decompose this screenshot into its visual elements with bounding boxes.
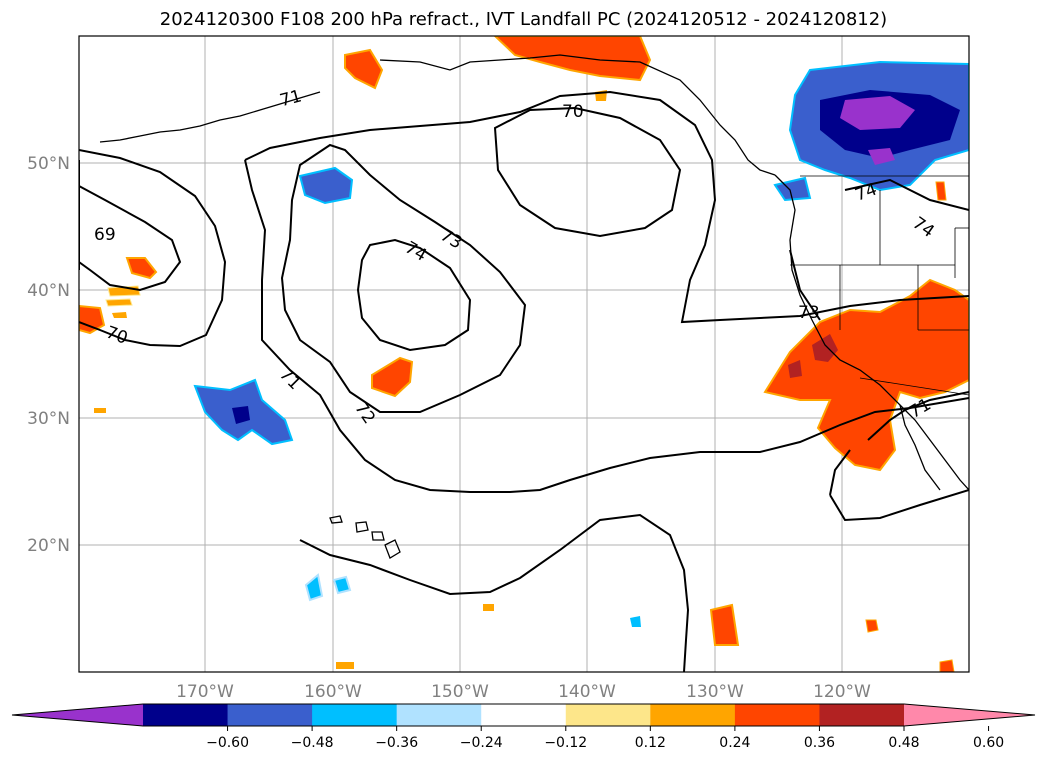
anomaly-negative-pnw-peak2 [868, 148, 895, 165]
contour-lower [299, 513, 690, 672]
lon-axis: 170°W 160°W 150°W 140°W 130°W 120°W [176, 682, 871, 702]
coast-hawaii-4 [384, 539, 401, 559]
coast-alaska [379, 54, 776, 176]
lon-label: 150°W [431, 682, 489, 702]
colorbar-extend-high [904, 704, 1035, 726]
lat-label: 30°N [27, 409, 70, 429]
colorbar-segment [227, 704, 313, 726]
colorbar-tick-label: 0.24 [719, 735, 750, 751]
contour-label: 69 [94, 225, 116, 245]
map-frame [78, 35, 970, 673]
colorbar-segment [143, 704, 229, 726]
colorbar-segment [481, 704, 567, 726]
colorbar-tick-label: 0.60 [973, 735, 1004, 751]
anomaly-negative-pnw-peak [840, 96, 915, 130]
coast-hawaii-1 [329, 515, 343, 524]
colorbar-tick-label: −0.48 [291, 735, 334, 751]
colorbar-tick-label: −0.24 [460, 735, 503, 751]
anomaly-positive-small-c [865, 619, 879, 633]
colorbar-tick-label: 0.36 [804, 735, 835, 751]
lon-label: 170°W [176, 682, 234, 702]
contour-70-center [493, 106, 682, 238]
colorbar-segment [312, 704, 398, 726]
anomaly-positive-small-g [94, 408, 106, 413]
lon-label: 130°W [686, 682, 744, 702]
lat-label: 40°N [27, 281, 70, 301]
anomaly-positive-calif-core [812, 334, 838, 362]
lat-axis: 50°N 40°N 30°N 20°N [27, 154, 70, 556]
colorbar-segment [565, 704, 651, 726]
contour-71-north [79, 90, 969, 324]
anomaly-negative-small-2 [332, 575, 352, 595]
lat-label: 50°N [27, 154, 70, 174]
contour-72 [280, 143, 527, 413]
colorbar-segment [819, 704, 905, 726]
coast-aleutians [99, 91, 321, 143]
anomaly-negative-small-3 [630, 616, 641, 627]
anomaly-negative-165w-core [232, 406, 250, 424]
map-title: 2024120300 F108 200 hPa refract., IVT La… [159, 9, 888, 30]
political-borders [790, 175, 969, 396]
colorbar [11, 703, 1036, 727]
coast-hawaii-3 [371, 531, 385, 541]
contour-70-west [79, 149, 227, 348]
anomaly-positive-small-e [336, 662, 354, 669]
anomaly-positive-west-2 [125, 257, 158, 280]
colorbar-ticks: −0.60 −0.48 −0.36 −0.24 −0.12 0.12 0.24 0.36 0.4… [206, 726, 1004, 751]
colorbar-segment [396, 704, 482, 726]
lat-label: 20°N [27, 536, 70, 556]
colorbar-outline [11, 703, 1036, 727]
contour-label: 70 [562, 102, 584, 122]
coast-hawaii-2 [355, 521, 369, 533]
anomaly-positive-gulf-alaska [493, 36, 652, 82]
lon-label: 120°W [813, 682, 871, 702]
colorbar-tick-label: 0.12 [635, 735, 666, 751]
contour-71-west [244, 159, 969, 493]
coastlines [99, 54, 969, 559]
lon-label: 160°W [304, 682, 362, 702]
coast-baja [899, 404, 941, 491]
anomaly-positive-small-b [709, 603, 740, 646]
anomaly-positive-calif-core2 [788, 360, 802, 378]
contour-74 [844, 178, 969, 441]
contour-73 [356, 238, 472, 352]
anomaly-positive-aleutian [344, 48, 384, 90]
anomaly-negative-160w [298, 166, 354, 205]
anomaly-positive-small-f [939, 659, 955, 672]
anomaly-positive-small-h [483, 604, 494, 611]
colorbar-segment [650, 704, 736, 726]
colorbar-tick-label: −0.60 [206, 735, 249, 751]
colorbar-tick-label: 0.48 [888, 735, 919, 751]
refractivity-contours [79, 90, 969, 672]
colorbar-tick-label: −0.12 [544, 735, 587, 751]
colorbar-extend-low [12, 704, 143, 726]
lon-label: 140°W [558, 682, 616, 702]
contour-73-east [789, 249, 821, 321]
anomaly-positive-west-5 [112, 312, 127, 318]
coast-bc-wa-or-ca [774, 174, 969, 491]
anomaly-positive-hawaii-n [371, 356, 414, 398]
anomaly-negative-small-1 [304, 573, 324, 602]
contour-label: 73 [798, 303, 820, 323]
contour-south-east [829, 449, 969, 522]
anomaly-positive-small-d [935, 181, 947, 201]
anomaly-positive-west-4 [105, 298, 133, 307]
colorbar-segment [734, 704, 820, 726]
contour-69 [79, 185, 182, 292]
colorbar-tick-label: −0.36 [375, 735, 418, 751]
